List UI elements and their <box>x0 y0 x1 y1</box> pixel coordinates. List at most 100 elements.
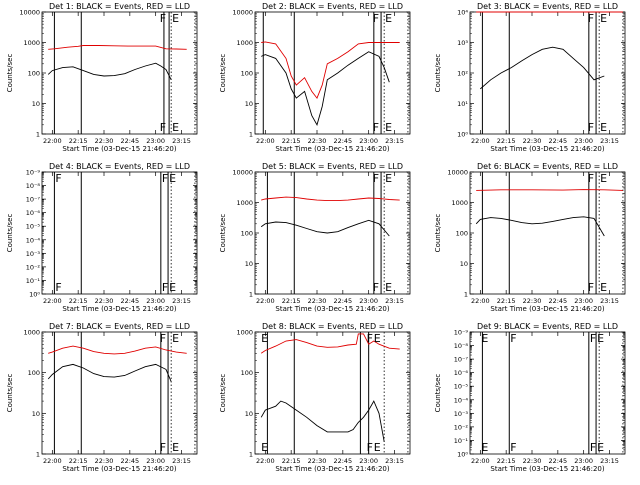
chart-panel-3: Det 3: BLACK = Events, RED = LLD 10⁰ 10¹ 10… <box>434 2 626 153</box>
x-tick-label: 22:30 <box>523 297 542 305</box>
event-marker-top: E <box>169 172 176 185</box>
event-marker-bottom: F <box>160 121 166 134</box>
y-tick-label: 10⁻⁶ <box>454 369 469 377</box>
x-tick-label: 22:30 <box>308 297 327 305</box>
x-tick-label: 22:15 <box>497 457 516 465</box>
event-marker-bottom: E <box>169 281 176 294</box>
y-tick-label: 10⁻⁷ <box>26 196 41 204</box>
series-line-lld <box>261 196 400 202</box>
event-marker-bottom: F <box>510 441 516 454</box>
event-marker-bottom: F <box>162 281 168 294</box>
x-tick-label: 22:00 <box>43 137 62 145</box>
event-marker-top: E <box>481 332 488 345</box>
x-tick-label: 23:00 <box>146 137 165 145</box>
y-axis-label: Counts/sec <box>219 214 227 253</box>
chart-title: Det 1: BLACK = Events, RED = LLD <box>49 2 190 11</box>
y-tick-label: 1 <box>249 451 253 459</box>
y-tick-label: 10⁻³ <box>26 250 41 258</box>
x-tick-label: 23:00 <box>359 457 378 465</box>
event-marker-bottom: E <box>385 281 392 294</box>
event-marker-top: E <box>172 332 179 345</box>
event-marker-bottom: E <box>600 121 607 134</box>
x-tick-label: 22:15 <box>69 457 88 465</box>
y-tick-label: 10 <box>245 260 253 268</box>
y-tick-label: 1000 <box>236 39 253 47</box>
chart-title: Det 7: BLACK = Events, RED = LLD <box>49 322 190 331</box>
x-tick-label: 22:15 <box>497 297 516 305</box>
x-tick-label: 22:00 <box>256 457 275 465</box>
x-tick-label: 23:00 <box>574 457 593 465</box>
x-tick-label: 22:00 <box>471 297 490 305</box>
x-tick-label: 22:45 <box>120 457 139 465</box>
x-tick-label: 23:15 <box>172 297 191 305</box>
y-tick-label: 10⁻⁴ <box>454 396 469 404</box>
y-tick-label: 1 <box>249 291 253 299</box>
y-tick-label: 1 <box>36 451 40 459</box>
x-tick-label: 23:15 <box>600 137 619 145</box>
x-tick-label: 22:00 <box>256 297 275 305</box>
series-line-events <box>260 400 385 442</box>
y-tick-label: 100 <box>28 70 40 78</box>
x-tick-label: 22:30 <box>95 457 114 465</box>
chart-panel-6: Det 6: BLACK = Events, RED = LLD 1 10 100 10… <box>434 162 626 313</box>
y-tick-label: 1 <box>464 291 468 299</box>
y-tick-label: 10⁻⁵ <box>454 383 469 391</box>
series-line-events <box>260 219 390 237</box>
x-tick-label: 22:30 <box>523 137 542 145</box>
y-axis-label: Counts/sec <box>6 54 14 93</box>
event-marker-bottom: E <box>261 441 268 454</box>
x-tick-label: 22:00 <box>43 457 62 465</box>
x-tick-label: 22:30 <box>308 457 327 465</box>
x-tick-label: 22:15 <box>282 457 301 465</box>
chart-title: Det 6: BLACK = Events, RED = LLD <box>477 162 618 171</box>
chart-panel-1: Det 1: BLACK = Events, RED = LLD 1 10 100 10… <box>6 2 198 153</box>
y-tick-label: 100 <box>456 230 468 238</box>
event-marker-top: F <box>373 12 379 25</box>
event-marker-top: F <box>588 12 594 25</box>
event-marker-top: E <box>600 172 607 185</box>
plot-frame <box>254 331 411 455</box>
y-tick-label: 10 <box>245 100 253 108</box>
x-tick-label: 23:15 <box>172 457 191 465</box>
y-tick-label: 10⁻⁵ <box>26 223 41 231</box>
event-marker-top: E <box>261 332 268 345</box>
x-tick-label: 23:00 <box>359 297 378 305</box>
y-axis-label: Counts/sec <box>6 374 14 413</box>
plot-frame <box>469 331 626 455</box>
event-marker-top: E <box>597 332 604 345</box>
y-tick-label: 100 <box>241 70 253 78</box>
y-tick-label: 10⁻¹ <box>26 277 41 285</box>
series-line-lld <box>261 41 400 99</box>
x-axis-label: Start Time (03-Dec-15 21:46:20) <box>490 305 604 313</box>
y-axis-label: Counts/sec <box>219 54 227 93</box>
event-marker-bottom: F <box>588 121 594 134</box>
series-line-lld <box>48 45 187 50</box>
chart-panel-2: Det 2: BLACK = Events, RED = LLD 1 10 100 10… <box>219 2 411 153</box>
event-marker-top: E <box>172 12 179 25</box>
event-marker-bottom: F <box>373 281 379 294</box>
y-tick-label: 10⁻⁶ <box>26 209 41 217</box>
x-axis-label: Start Time (03-Dec-15 21:46:20) <box>275 145 389 153</box>
y-axis-label: Counts/sec <box>434 214 442 253</box>
chart-panel-7: Det 7: BLACK = Events, RED = LLD 1 10 100 10… <box>6 322 198 473</box>
x-tick-label: 23:15 <box>172 137 191 145</box>
x-tick-label: 22:15 <box>282 297 301 305</box>
y-axis-label: Counts/sec <box>434 374 442 413</box>
y-tick-label: 10⁻² <box>454 423 469 431</box>
event-marker-top: F <box>160 332 166 345</box>
event-marker-top: E <box>385 172 392 185</box>
chart-title: Det 8: BLACK = Events, RED = LLD <box>262 322 403 331</box>
chart-panel-5: Det 5: BLACK = Events, RED = LLD 1 10 100 10… <box>219 162 411 313</box>
event-marker-bottom: F <box>367 441 373 454</box>
y-tick-label: 10 <box>460 260 468 268</box>
event-marker-bottom: F <box>588 281 594 294</box>
event-marker-top: E <box>600 12 607 25</box>
y-tick-label: 10³ <box>457 39 468 47</box>
event-marker-top: F <box>367 332 373 345</box>
event-marker-bottom: F <box>55 281 61 294</box>
x-axis-label: Start Time (03-Dec-15 21:46:20) <box>490 145 604 153</box>
event-marker-top: E <box>385 12 392 25</box>
x-tick-label: 22:30 <box>95 297 114 305</box>
event-marker-bottom: F <box>373 121 379 134</box>
